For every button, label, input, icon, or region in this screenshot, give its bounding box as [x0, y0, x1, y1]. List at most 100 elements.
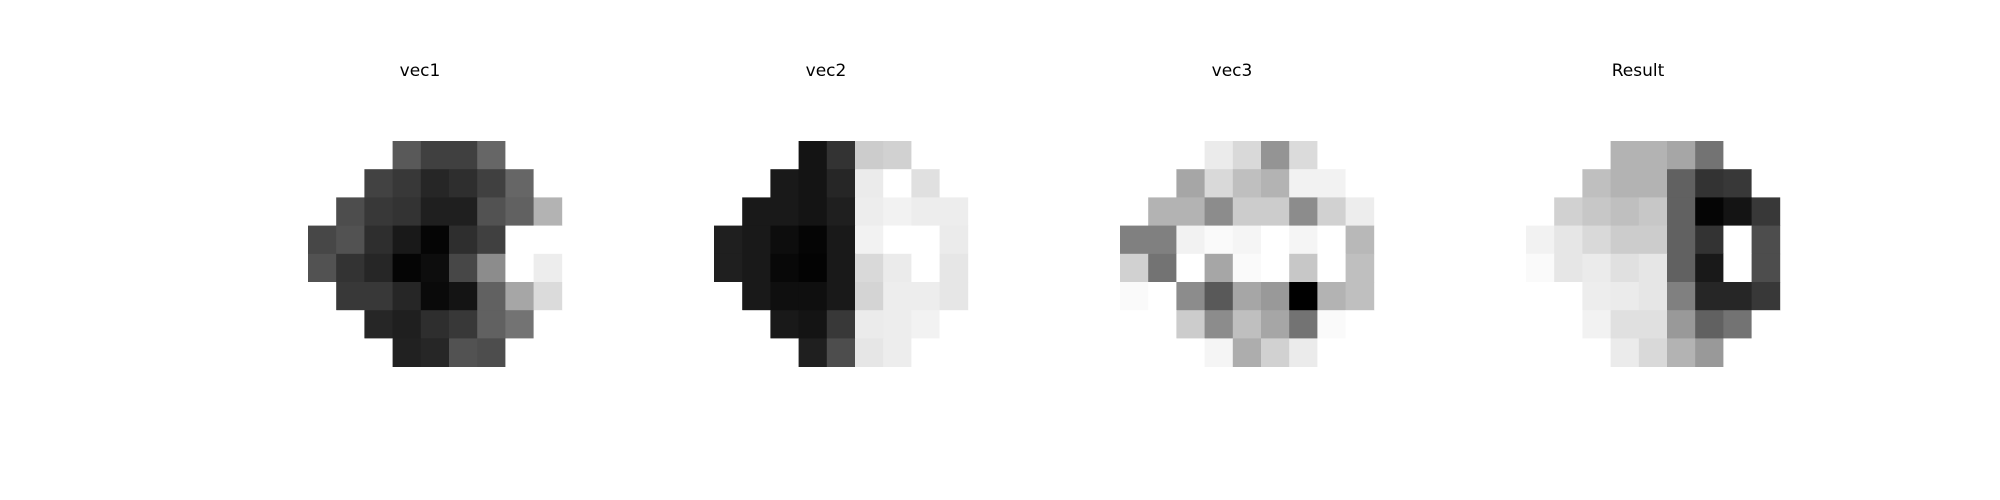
heatmap-cell-r4-c6: [1289, 254, 1318, 283]
heatmap-cell-r3-c5: [1261, 226, 1290, 255]
heatmap-cell-r6-c1: [1554, 310, 1583, 339]
heatmap-cell-r0-c7: [1317, 141, 1346, 170]
heatmap-cell-r6-c5: [449, 310, 478, 339]
heatmap-cell-r3-c6: [1289, 226, 1318, 255]
heatmap-cell-r1-c4: [421, 169, 450, 198]
heatmap-cell-r4-c6: [883, 254, 912, 283]
panel-result: Result: [1526, 61, 1780, 367]
heatmap-cell-r1-c0: [1120, 169, 1149, 198]
heatmap-cell-r3-c2: [364, 226, 393, 255]
heatmap-cell-r4-c3: [1205, 254, 1234, 283]
heatmap-cell-r1-c2: [1176, 169, 1205, 198]
heatmap-cell-r0-c0: [308, 141, 337, 170]
heatmap-cell-r7-c2: [1582, 338, 1611, 367]
heatmap-cell-r0-c6: [1695, 141, 1724, 170]
heatmap-cell-r4-c1: [336, 254, 365, 283]
heatmap-cell-r6-c7: [1723, 310, 1752, 339]
heatmap-cell-r2-c1: [1148, 197, 1177, 226]
heatmap-cell-r2-c3: [799, 197, 828, 226]
heatmap-cell-r4-c5: [449, 254, 478, 283]
heatmap-cell-r6-c2: [1176, 310, 1205, 339]
heatmap-cell-r2-c3: [1611, 197, 1640, 226]
heatmap-cell-r7-c8: [940, 338, 969, 367]
panel-vec3: vec3: [1120, 61, 1374, 367]
heatmap-cell-r6-c6: [883, 310, 912, 339]
heatmap-cell-r5-c6: [883, 282, 912, 311]
heatmap-cell-r6-c4: [421, 310, 450, 339]
heatmap-cell-r2-c4: [1233, 197, 1262, 226]
heatmap-cell-r1-c2: [770, 169, 799, 198]
heatmap-cell-r7-c5: [855, 338, 884, 367]
heatmap-cell-r1-c2: [364, 169, 393, 198]
heatmap-cell-r4-c5: [1261, 254, 1290, 283]
heatmap-cell-r2-c2: [1176, 197, 1205, 226]
heatmap-cell-r5-c7: [1723, 282, 1752, 311]
heatmap-cell-r7-c1: [1554, 338, 1583, 367]
heatmap-cell-r1-c8: [1346, 169, 1375, 198]
heatmap-cell-r1-c4: [1639, 169, 1668, 198]
heatmap-cell-r1-c6: [1289, 169, 1318, 198]
heatmap-cell-r7-c5: [449, 338, 478, 367]
heatmap-cell-r6-c0: [308, 310, 337, 339]
heatmap-cell-r3-c1: [1148, 226, 1177, 255]
heatmap-cell-r4-c6: [477, 254, 506, 283]
panel-title-vec1: vec1: [400, 61, 441, 81]
heatmap-cell-r2-c0: [1526, 197, 1555, 226]
heatmap-cell-r5-c2: [1582, 282, 1611, 311]
heatmap-cell-r1-c6: [477, 169, 506, 198]
heatmap-cell-r0-c4: [421, 141, 450, 170]
heatmap-cell-r3-c8: [534, 226, 563, 255]
heatmap-cell-r4-c1: [1554, 254, 1583, 283]
heatmap-cell-r3-c6: [1695, 226, 1724, 255]
heatmap-cell-r1-c7: [911, 169, 940, 198]
heatmap-cell-r3-c1: [1554, 226, 1583, 255]
heatmap-cell-r1-c1: [336, 169, 365, 198]
heatmap-cell-r0-c5: [449, 141, 478, 170]
heatmap-cell-r7-c6: [1289, 338, 1318, 367]
heatmap-cell-r0-c8: [1346, 141, 1375, 170]
heatmap-cell-r6-c2: [364, 310, 393, 339]
heatmap-cell-r2-c7: [505, 197, 534, 226]
heatmap-cell-r3-c0: [1526, 226, 1555, 255]
heatmap-cell-r7-c2: [364, 338, 393, 367]
heatmap-cell-r1-c0: [308, 169, 337, 198]
heatmap-cell-r3-c4: [1233, 226, 1262, 255]
heatmap-cell-r1-c5: [855, 169, 884, 198]
heatmap-cell-r2-c8: [534, 197, 563, 226]
heatmap-cell-r2-c1: [742, 197, 771, 226]
heatmap-cell-r4-c4: [1233, 254, 1262, 283]
heatmap-cell-r6-c8: [534, 310, 563, 339]
heatmap-cell-r1-c5: [1261, 169, 1290, 198]
heatmap-cell-r6-c6: [1695, 310, 1724, 339]
heatmap-cell-r2-c6: [1289, 197, 1318, 226]
heatmap-cell-r1-c8: [940, 169, 969, 198]
heatmap-cell-r1-c0: [714, 169, 743, 198]
heatmap-cell-r0-c5: [1667, 141, 1696, 170]
heatmap-cell-r6-c3: [1205, 310, 1234, 339]
heatmap-cell-r5-c8: [940, 282, 969, 311]
heatmap-cell-r4-c0: [1526, 254, 1555, 283]
heatmap-cell-r0-c6: [1289, 141, 1318, 170]
heatmap-cell-r6-c8: [1346, 310, 1375, 339]
heatmap-cell-r5-c5: [855, 282, 884, 311]
heatmap-cell-r4-c5: [855, 254, 884, 283]
heatmap-vec3: [1120, 141, 1374, 367]
heatmap-cell-r3-c4: [827, 226, 856, 255]
heatmap-cell-r4-c1: [1148, 254, 1177, 283]
panel-title-result: Result: [1612, 61, 1665, 81]
heatmap-cell-r1-c0: [1526, 169, 1555, 198]
heatmap-cell-r5-c3: [1611, 282, 1640, 311]
heatmap-cell-r5-c6: [1695, 282, 1724, 311]
heatmap-cell-r5-c2: [1176, 282, 1205, 311]
heatmap-cell-r1-c8: [534, 169, 563, 198]
heatmap-cell-r6-c7: [505, 310, 534, 339]
heatmap-cell-r3-c3: [1611, 226, 1640, 255]
heatmap-cell-r7-c8: [534, 338, 563, 367]
heatmap-cell-r2-c7: [1723, 197, 1752, 226]
heatmap-cell-r3-c4: [1639, 226, 1668, 255]
heatmap-cell-r6-c6: [477, 310, 506, 339]
heatmap-cell-r3-c3: [393, 226, 422, 255]
heatmap-cell-r5-c3: [799, 282, 828, 311]
heatmap-cell-r6-c0: [1120, 310, 1149, 339]
heatmap-cell-r7-c1: [336, 338, 365, 367]
